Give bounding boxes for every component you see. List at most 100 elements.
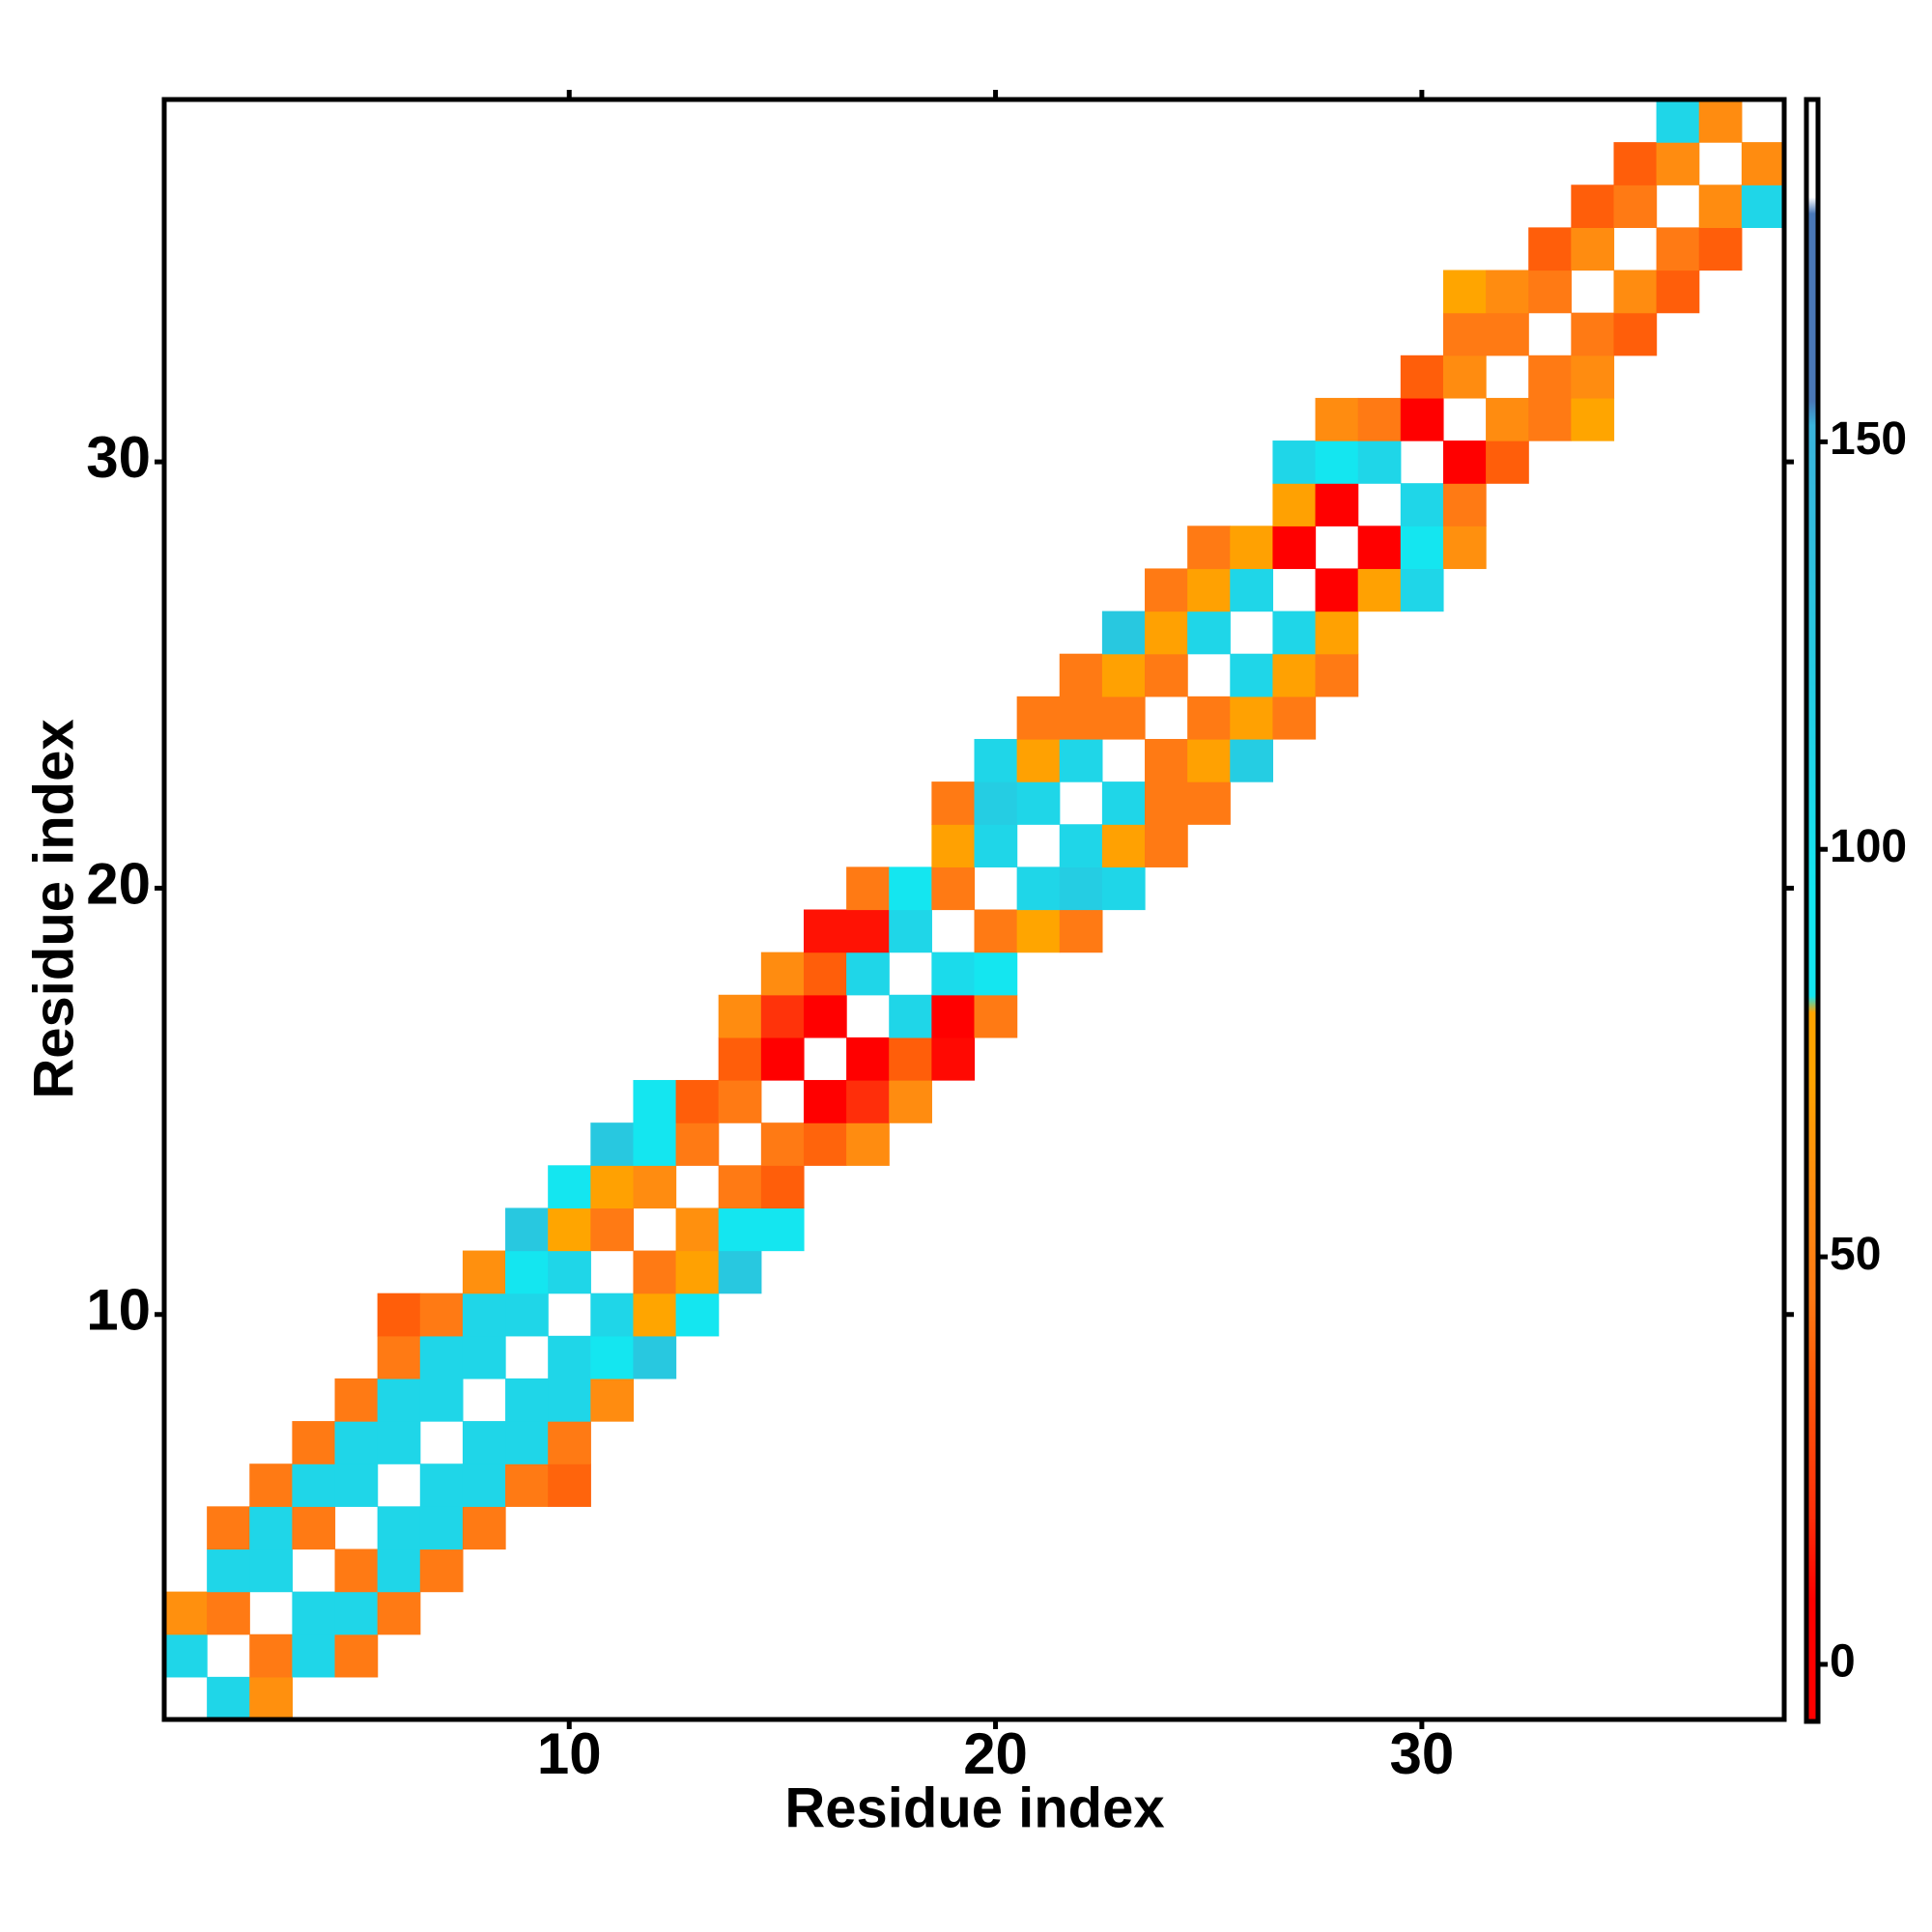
- heatmap-cell: [462, 1421, 506, 1464]
- heatmap-cell: [633, 1250, 677, 1294]
- heatmap-cell: [1187, 611, 1231, 655]
- heatmap-cell: [803, 1080, 847, 1123]
- heatmap-cell: [718, 1250, 762, 1294]
- heatmap-cell: [974, 824, 1018, 867]
- heatmap-cell: [505, 1250, 549, 1294]
- heatmap-cell: [931, 1037, 976, 1081]
- heatmap-cell: [1400, 526, 1444, 570]
- heatmap-cell: [462, 1463, 506, 1507]
- heatmap-cell: [462, 1250, 506, 1294]
- heatmap-cell: [1016, 738, 1061, 782]
- colorbar-tick-label: 0: [1830, 1636, 1856, 1688]
- heatmap-cell: [931, 994, 976, 1038]
- plot-frame: [161, 97, 1787, 1722]
- heatmap-cell: [419, 1293, 464, 1337]
- heatmap-cell: [1486, 397, 1529, 441]
- heatmap-cell: [846, 952, 890, 996]
- heatmap-cell: [633, 1122, 677, 1166]
- heatmap-cell: [1101, 696, 1146, 740]
- heatmap-cell: [718, 1165, 762, 1209]
- heatmap-cell: [1059, 738, 1103, 782]
- x-tick-label: 20: [963, 1721, 1028, 1786]
- heatmap-cell: [675, 1080, 720, 1123]
- heatmap-cell: [718, 1208, 762, 1252]
- heatmap-cell: [633, 1165, 677, 1209]
- heatmap-cell: [1357, 397, 1402, 441]
- heatmap-cell: [1528, 227, 1572, 271]
- heatmap-cell: [548, 1250, 591, 1294]
- heatmap-cell: [803, 909, 847, 953]
- heatmap-cell: [1101, 867, 1146, 911]
- heatmap-cell: [846, 867, 890, 911]
- heatmap-cell: [1272, 526, 1317, 570]
- heatmap-cell: [249, 1548, 293, 1593]
- heatmap-cell: [1400, 568, 1444, 612]
- heatmap-cell: [334, 1378, 379, 1422]
- heatmap-cell: [462, 1293, 506, 1337]
- heatmap-cell: [207, 1591, 250, 1635]
- heatmap-cell: [760, 1165, 805, 1209]
- heatmap-cell: [1272, 483, 1317, 526]
- heatmap-cell: [1059, 867, 1103, 911]
- heatmap-cell: [760, 994, 805, 1038]
- colorbar-tick-label: 100: [1830, 821, 1907, 872]
- heatmap-cell: [889, 909, 932, 953]
- colorbar: [1804, 97, 1821, 1724]
- heatmap-cell: [846, 1080, 890, 1123]
- heatmap-cell: [1101, 781, 1146, 825]
- heatmap-cell: [334, 1591, 379, 1635]
- heatmap-cell: [1187, 738, 1231, 782]
- heatmap-cell: [1230, 526, 1274, 570]
- heatmap-cell: [462, 1506, 506, 1550]
- heatmap-cell: [207, 1548, 250, 1593]
- heatmap-cell: [1059, 653, 1103, 697]
- heatmap-cell: [590, 1165, 635, 1209]
- heatmap-cell: [1613, 185, 1658, 228]
- heatmap-cell: [590, 1293, 635, 1337]
- heatmap-cell: [1230, 696, 1274, 740]
- heatmap-cell: [1442, 526, 1487, 570]
- heatmap-cell: [803, 1122, 847, 1166]
- heatmap-cell: [718, 1080, 762, 1123]
- heatmap-cell: [974, 994, 1018, 1038]
- heatmap-cell: [207, 1506, 250, 1550]
- heatmap-cell: [1059, 824, 1103, 867]
- heatmap-cell: [1571, 227, 1615, 271]
- heatmap-cell: [1272, 440, 1317, 484]
- heatmap-cell: [292, 1506, 336, 1550]
- heatmap-cell: [675, 1122, 720, 1166]
- heatmap-cell: [1442, 312, 1487, 356]
- heatmap-cell: [505, 1421, 549, 1464]
- heatmap-cell: [249, 1506, 293, 1550]
- heatmap-cell: [377, 1421, 421, 1464]
- heatmap-cell: [1528, 355, 1572, 399]
- heatmap-cell: [377, 1548, 421, 1593]
- heatmap-cell: [164, 1591, 208, 1635]
- heatmap-cell: [1486, 440, 1529, 484]
- heatmap-cell: [889, 867, 932, 911]
- heatmap-cell: [1145, 781, 1188, 825]
- heatmap-cell: [548, 1165, 591, 1209]
- heatmap-cell: [1016, 696, 1061, 740]
- heatmap-cell: [1187, 781, 1231, 825]
- heatmap-cell: [1613, 142, 1658, 185]
- heatmap-cell: [1230, 653, 1274, 697]
- heatmap-cell: [974, 738, 1018, 782]
- heatmap-cell: [675, 1208, 720, 1252]
- heatmap-cell: [1145, 611, 1188, 655]
- heatmap-cell: [377, 1591, 421, 1635]
- heatmap-cell: [1571, 397, 1615, 441]
- heatmap-cell: [1230, 568, 1274, 612]
- heatmap-cell: [1315, 397, 1359, 441]
- heatmap-cell: [1145, 568, 1188, 612]
- heatmap-cell: [718, 994, 762, 1038]
- heatmap-cell: [419, 1463, 464, 1507]
- heatmap-cell: [760, 1037, 805, 1081]
- heatmap-cell: [292, 1591, 336, 1635]
- heatmap-cell: [1571, 355, 1615, 399]
- heatmap-cell: [1016, 867, 1061, 911]
- heatmap-cell: [1016, 909, 1061, 953]
- heatmap-cell: [1059, 909, 1103, 953]
- heatmap-cell: [1486, 312, 1529, 356]
